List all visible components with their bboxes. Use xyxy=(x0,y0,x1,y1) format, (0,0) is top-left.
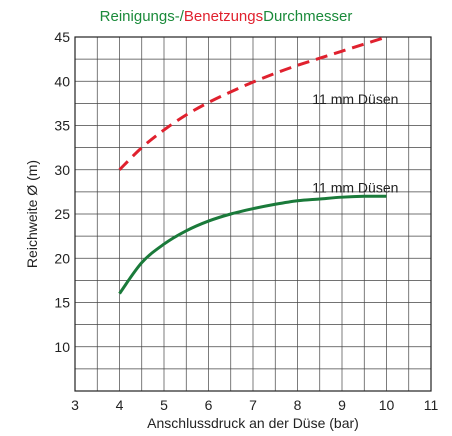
title-part-benetzungs: Benetzungs xyxy=(183,8,264,25)
title-part-durchmesser: Durchmesser xyxy=(263,8,353,25)
x-tick-label: 9 xyxy=(338,397,346,413)
y-tick-labels: 10 15 20 25 30 35 40 45 xyxy=(54,29,70,355)
x-axis-label: Anschlussdruck an der Düse (bar) xyxy=(147,415,359,431)
y-tick-label: 15 xyxy=(54,295,70,311)
y-tick-label: 30 xyxy=(54,162,70,178)
grid xyxy=(75,37,431,391)
annotations: 11 mm Düsen 11 mm Düsen xyxy=(312,91,398,196)
x-tick-label: 7 xyxy=(249,397,257,413)
x-tick-label: 11 xyxy=(424,397,439,413)
x-tick-labels: 3 4 5 6 7 8 9 10 11 xyxy=(71,397,438,413)
x-tick-label: 3 xyxy=(71,397,79,413)
y-tick-label: 45 xyxy=(54,29,70,45)
y-axis-label: Reichweite Ø (m) xyxy=(24,160,40,268)
x-tick-label: 6 xyxy=(205,397,213,413)
series-annotation: 11 mm Düsen xyxy=(312,179,398,195)
x-tick-label: 5 xyxy=(160,397,168,413)
y-tick-label: 35 xyxy=(54,118,70,134)
x-tick-label: 8 xyxy=(294,397,302,413)
title-part-reinigungs: Reinigungs-/ xyxy=(99,8,184,25)
y-tick-label: 10 xyxy=(54,339,70,355)
series-layer xyxy=(118,35,387,295)
plot-frame xyxy=(74,36,432,392)
series-line-solid xyxy=(118,194,387,295)
x-tick-label: 10 xyxy=(379,397,395,413)
chart-title: Reinigungs-/BenetzungsDurchmesser xyxy=(0,8,452,25)
y-tick-label: 25 xyxy=(54,206,70,222)
y-tick-label: 40 xyxy=(54,73,70,89)
series-line-dashed xyxy=(118,35,387,171)
x-tick-label: 4 xyxy=(116,397,124,413)
series-annotation: 11 mm Düsen xyxy=(312,91,398,107)
y-tick-label: 20 xyxy=(54,250,70,266)
